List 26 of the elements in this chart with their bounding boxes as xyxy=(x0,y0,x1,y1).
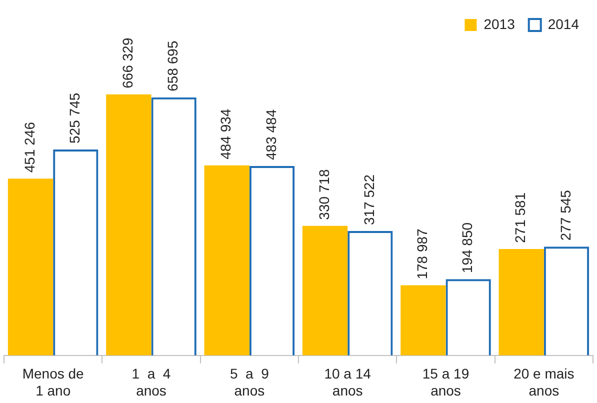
bar xyxy=(302,226,348,356)
legend-label: 2014 xyxy=(548,16,580,32)
x-tick-label: 10 a 14 anos xyxy=(324,366,372,398)
bar xyxy=(204,165,250,356)
x-tick-label: Menos de 1 ano xyxy=(22,366,84,398)
data-label: 194 850 xyxy=(459,222,476,274)
data-label: 525 745 xyxy=(66,92,83,144)
bar xyxy=(8,178,54,356)
data-label: 483 484 xyxy=(262,109,279,160)
data-label: 330 718 xyxy=(316,169,332,220)
data-label: 451 246 xyxy=(21,122,38,173)
x-tick-label: 20 e mais anos xyxy=(514,366,574,398)
data-label: 277 545 xyxy=(557,190,574,241)
data-label: 178 987 xyxy=(414,228,430,280)
data-label: 317 522 xyxy=(361,174,378,226)
data-label: 484 934 xyxy=(218,108,234,160)
x-tick-label: 5 a 9 anos xyxy=(230,366,270,398)
data-label: 666 329 xyxy=(120,38,136,88)
bar xyxy=(498,249,544,356)
x-tick-label: 15 a 19 anos xyxy=(422,366,470,398)
bar xyxy=(400,285,446,356)
data-label: 271 581 xyxy=(512,192,528,244)
x-tick-label: 1 a 4 anos xyxy=(132,366,171,398)
bar xyxy=(106,94,152,356)
legend-label: 2013 xyxy=(484,16,516,32)
data-label: 658 695 xyxy=(164,40,181,92)
